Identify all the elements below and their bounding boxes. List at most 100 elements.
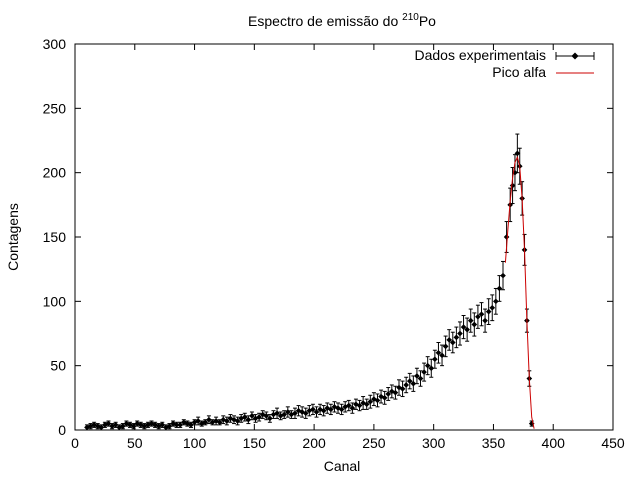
data-point-42 [234,418,241,424]
legend-sample-dados-experimentais [555,52,595,60]
y-tick-label-4: 200 [43,165,67,181]
data-point-76 [356,402,363,409]
data-point-107 [467,317,474,324]
y-axis-label: Contagens [5,203,21,271]
data-point-103 [453,334,460,341]
data-point-56 [284,409,291,415]
data-point-50 [263,413,270,419]
data-point-66 [320,407,327,414]
data-point-92 [414,373,420,379]
axis-tick-labels: 0 50 100 150 200 250 300 350 400 450 0 50 100 150 200 2… [43,36,625,451]
data-point-83 [381,395,388,401]
series-dados-experimentais-errorbars [84,133,534,431]
data-point-31 [195,418,201,424]
data-point-98 [435,349,442,356]
data-point-8 [112,422,119,428]
data-point-23 [166,423,173,429]
data-point-88 [399,385,406,392]
data-point-61 [302,410,309,417]
data-point-25 [173,422,180,428]
data-point-106 [464,326,470,333]
chart-title: Espectro de emissão do 210Po [248,12,436,29]
x-tick-label-8: 400 [542,435,566,451]
data-point-121 [514,150,521,157]
x-tick-label-1: 50 [127,435,143,451]
data-point-53 [274,410,280,417]
data-point-48 [256,414,262,420]
data-point-102 [449,339,456,346]
data-point-110 [478,311,485,318]
x-tick-label-9: 450 [601,435,625,451]
legend-label-dados-experimentais: Dados experimentais [414,47,546,63]
data-point-37 [216,419,223,426]
data-point-81 [374,397,381,404]
series-dados-experimentais-points [84,150,535,431]
x-tick-label-3: 150 [243,435,267,451]
data-point-10 [119,423,126,429]
data-point-64 [313,409,320,415]
data-point-101 [446,337,453,343]
data-point-39 [224,418,230,424]
legend: Dados experimentais Pico alfa [414,47,595,80]
data-point-99 [439,352,445,359]
data-point-55 [281,411,288,418]
y-tick-label-2: 100 [43,293,67,309]
data-point-86 [392,389,399,396]
data-point-115 [496,285,503,292]
data-point-116 [500,272,506,279]
x-tick-label-2: 100 [183,435,207,451]
data-point-100 [442,343,449,350]
y-tick-label-5: 250 [43,100,67,116]
data-point-74 [349,405,356,411]
data-point-68 [328,406,334,413]
data-point-105 [460,324,467,330]
data-point-4 [98,424,105,431]
data-point-114 [493,298,499,305]
x-axis-label: Canal [324,458,361,474]
data-point-84 [385,391,392,397]
data-point-73 [345,402,352,409]
y-tick-label-6: 300 [43,36,67,52]
data-point-58 [292,410,298,417]
data-point-34 [206,416,212,423]
data-point-78 [363,401,370,408]
data-point-112 [485,308,492,315]
data-point-109 [475,313,481,320]
data-point-29 [188,422,194,428]
data-point-96 [428,365,435,372]
data-point-89 [403,382,409,388]
data-point-6 [105,420,112,427]
legend-label-pico-alfa: Pico alfa [492,64,546,80]
data-point-51 [267,415,273,422]
data-point-117 [503,234,510,240]
data-point-93 [417,375,424,382]
data-point-45 [245,416,252,423]
data-point-71 [338,406,345,413]
x-tick-label-5: 250 [362,435,386,451]
plot-frame [74,43,614,431]
data-point-104 [457,330,463,337]
data-point-79 [367,398,374,405]
data-point-97 [432,356,438,363]
y-tick-label-0: 0 [58,422,66,438]
data-point-26 [177,422,184,428]
data-point-108 [471,321,478,328]
data-point-111 [482,317,488,324]
data-point-33 [202,419,209,426]
y-tick-label-1: 50 [50,358,66,374]
data-point-95 [424,362,431,369]
data-point-90 [406,378,413,384]
data-point-91 [410,380,417,387]
data-point-63 [310,406,316,413]
data-point-21 [159,422,166,428]
series-pico-alfa-line [504,155,535,429]
data-point-44 [241,414,248,420]
x-tick-label-7: 350 [482,435,506,451]
axis-ticks [74,43,614,431]
data-point-13 [130,423,137,429]
data-point-46 [249,413,255,419]
x-tick-label-0: 0 [71,435,79,451]
x-tick-label-4: 200 [302,435,326,451]
x-tick-label-6: 300 [422,435,446,451]
